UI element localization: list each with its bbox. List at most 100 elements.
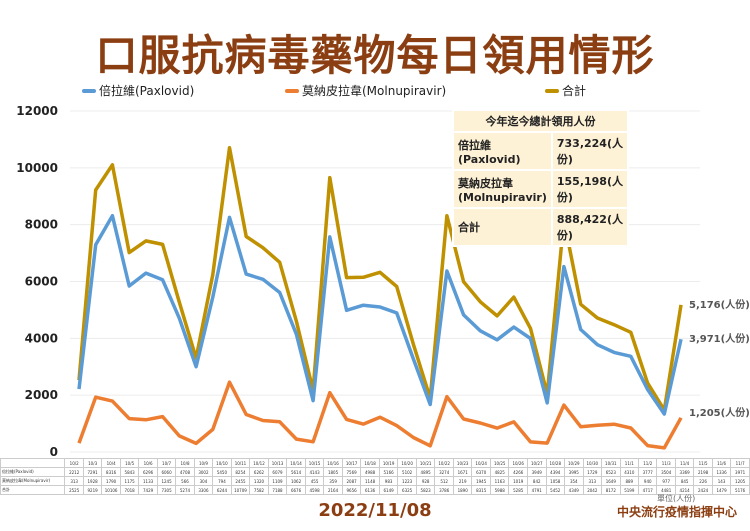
table-value-cell: 2042 [582,485,603,495]
table-value-cell: 3504 [656,467,676,477]
series-line-1 [77,380,683,450]
table-value-cell: 304 [193,476,214,486]
table-value-cell: 5452 [545,485,566,495]
table-value-cell: 4708 [175,467,195,477]
table-value-cell: 5102 [397,467,417,477]
table-value-cell: 9219 [82,485,103,495]
table-value-cell: 1320 [249,476,269,486]
page-title: 口服抗病毒藥物每日領用情形 [95,31,655,80]
table-value-cell: 455 [304,476,325,486]
table-value-cell: 4717 [638,485,658,495]
table-value-cell: 313 [64,476,84,486]
table-date-cell: 11/1 [619,458,640,468]
table-date-cell: 10/7 [156,458,177,468]
table-date-cell: 10/5 [119,458,140,468]
table-date-cell: 10/14 [286,458,306,468]
table-value-cell: 2525 [64,485,84,495]
table-date-cell: 11/4 [674,458,695,468]
table-row-label: 倍拉維(Paxlovid) [0,467,66,477]
unit-label: 單位(人份) [657,494,696,503]
table-value-cell: 1019 [508,476,528,486]
table-value-cell: 313 [582,476,603,486]
table-row-label: 莫納皮拉韋(Molnupiravir) [0,476,66,486]
table-value-cell: 5166 [378,467,399,477]
table-date-cell: 10/28 [545,458,566,468]
table-date-cell: 11/7 [730,458,750,468]
end-value-label: 1,205(人份) [689,406,750,419]
table-value-cell: 1175 [119,476,140,486]
table-value-cell: 10709 [230,485,251,495]
table-value-cell: 5823 [415,485,436,495]
table-value-cell: 2198 [693,467,713,477]
table-value-cell: 3369 [674,467,695,477]
y-tick-label: 4000 [25,331,58,345]
summary-label: 莫納皮拉韋 (Molnupiravir) [452,169,553,209]
table-value-cell: 359 [323,476,343,486]
table-date-cell: 11/3 [656,458,676,468]
end-value-label: 3,971(人份) [689,332,750,345]
table-value-cell: 226 [693,476,713,486]
table-date-cell: 10/8 [175,458,195,468]
table-value-cell: 1671 [452,467,473,477]
table-value-cell: 2087 [341,476,362,486]
y-tick-label: 0 [50,445,58,459]
table-value-cell: 6136 [360,485,380,495]
table-date-cell: 10/23 [452,458,473,468]
table-date-cell: 10/19 [378,458,399,468]
table-value-cell: 5614 [286,467,306,477]
summary-table: 今年迄今總計領用人份 倍拉維(Paxlovid) 733,224(人份) 莫納皮拉… [452,109,630,247]
table-value-cell: 4143 [304,467,325,477]
table-value-cell: 1223 [397,476,417,486]
table-value-cell: 1205 [730,476,750,486]
summary-title: 今年迄今總計領用人份 [452,109,629,133]
table-row: 合計 2525 9219 10106 7018 7429 7305 5274 3306 6244 1… [0,485,750,495]
table-date-cell: 10/2 [64,458,84,468]
end-value-label: 5,176(人份) [689,298,750,311]
table-date-cell: 10/3 [82,458,103,468]
table-value-cell: 7429 [138,485,158,495]
table-value-cell: 4895 [415,467,436,477]
table-value-cell: 4825 [489,467,510,477]
legend-item-total: 合計 [545,82,586,99]
table-value-cell: 3002 [193,467,214,477]
table-value-cell: 7188 [267,485,288,495]
legend-swatch-icon [82,88,96,93]
table-value-cell: 1945 [471,476,491,486]
table-value-cell: 1729 [582,467,603,477]
table-value-cell: 9656 [341,485,362,495]
table-row: 倍拉維(Paxlovid) 2212 7291 8316 5843 6296 6060 470… [0,467,750,477]
table-value-cell: 7305 [156,485,177,495]
table-corner [0,458,66,468]
table-date-cell: 10/11 [230,458,251,468]
table-value-cell: 5274 [175,485,195,495]
table-value-cell: 4349 [564,485,584,495]
table-value-cell: 566 [175,476,195,486]
table-value-cell: 4310 [619,467,640,477]
table-value-cell: 2455 [230,476,251,486]
table-date-cell: 10/21 [415,458,436,468]
legend-label: 倍拉維(Paxlovid) [99,84,195,98]
table-value-cell: 6262 [249,467,269,477]
table-value-cell: 845 [674,476,695,486]
table-date-cell: 10/26 [508,458,528,468]
table-value-cell: 3949 [526,467,547,477]
table-date-cell: 10/15 [304,458,325,468]
table-date-cell: 10/25 [489,458,510,468]
table-date-cell: 10/18 [360,458,380,468]
table-value-cell: 1928 [82,476,103,486]
table-value-cell: 354 [564,476,584,486]
table-date-cell: 10/31 [601,458,621,468]
table-date-cell: 10/10 [212,458,232,468]
table-value-cell: 512 [434,476,454,486]
table-value-cell: 983 [378,476,399,486]
table-date-cell: 10/29 [564,458,584,468]
chart-legend: 倍拉維(Paxlovid) 莫納皮拉韋(Molnupiravir) 合計 [0,82,750,100]
table-value-cell: 6296 [138,467,158,477]
table-value-cell: 3995 [564,467,584,477]
table-value-cell: 4394 [545,467,566,477]
summary-label: 倍拉維(Paxlovid) [452,131,553,171]
table-date-cell: 10/16 [323,458,343,468]
table-value-cell: 977 [656,476,676,486]
table-date-cell: 11/2 [638,458,658,468]
table-value-cell: 4988 [360,467,380,477]
